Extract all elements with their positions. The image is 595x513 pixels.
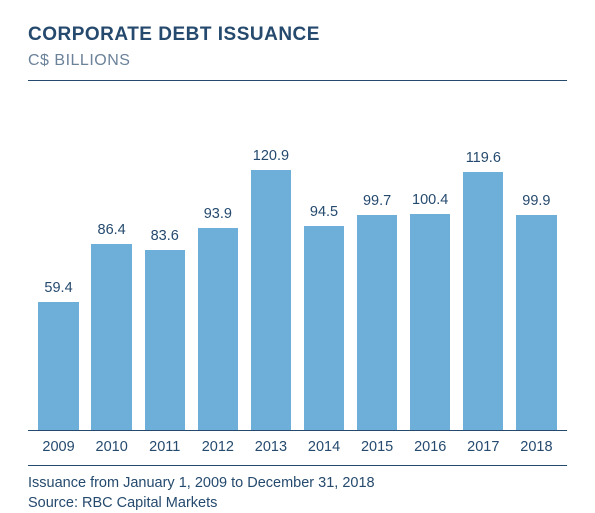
bar-value-label: 99.9 (522, 193, 550, 209)
bar-value-label: 120.9 (253, 148, 289, 164)
bar (91, 244, 131, 430)
bar (410, 214, 450, 430)
bar-value-label: 59.4 (44, 280, 72, 296)
bar-value-label: 86.4 (98, 222, 126, 238)
bar (145, 250, 185, 430)
footnote-line: Issuance from January 1, 2009 to Decembe… (28, 474, 567, 494)
bar-col: 86.4 (85, 121, 138, 430)
bar-col: 99.7 (351, 121, 404, 430)
bar-col: 100.4 (404, 121, 457, 430)
bar-value-label: 119.6 (466, 150, 501, 166)
bar-value-label: 99.7 (363, 193, 391, 209)
x-tick: 2014 (297, 439, 350, 455)
bar-value-label: 93.9 (204, 206, 232, 222)
x-tick: 2009 (32, 439, 85, 455)
bar-value-label: 94.5 (310, 204, 338, 220)
top-rule (28, 80, 567, 81)
footnote: Issuance from January 1, 2009 to Decembe… (28, 474, 567, 513)
bar (357, 215, 397, 430)
x-tick: 2018 (510, 439, 563, 455)
bar-col: 120.9 (244, 121, 297, 430)
bar (304, 226, 344, 430)
chart-area: 59.4 86.4 83.6 93.9 120.9 94.5 99.7 100 (28, 121, 567, 431)
x-tick: 2011 (138, 439, 191, 455)
x-tick: 2010 (85, 439, 138, 455)
x-tick: 2016 (404, 439, 457, 455)
bars-container: 59.4 86.4 83.6 93.9 120.9 94.5 99.7 100 (28, 121, 567, 430)
bar-col: 93.9 (191, 121, 244, 430)
x-axis: 2009 2010 2011 2012 2013 2014 2015 2016 … (28, 431, 567, 466)
chart-title: CORPORATE DEBT ISSUANCE (28, 24, 567, 46)
bar (38, 302, 78, 430)
x-tick: 2015 (351, 439, 404, 455)
bar (251, 170, 291, 430)
chart-subtitle: C$ BILLIONS (28, 52, 567, 70)
bar-col: 94.5 (297, 121, 350, 430)
x-tick: 2017 (457, 439, 510, 455)
bar-col: 83.6 (138, 121, 191, 430)
footnote-line: Source: RBC Capital Markets (28, 494, 567, 513)
x-tick: 2012 (191, 439, 244, 455)
bar-value-label: 83.6 (151, 228, 179, 244)
bar-value-label: 100.4 (412, 192, 448, 208)
x-tick: 2013 (244, 439, 297, 455)
bar (463, 172, 503, 430)
bar-col: 119.6 (457, 121, 510, 430)
bar-col: 99.9 (510, 121, 563, 430)
bar (516, 215, 556, 430)
bar-col: 59.4 (32, 121, 85, 430)
bar (198, 228, 238, 430)
